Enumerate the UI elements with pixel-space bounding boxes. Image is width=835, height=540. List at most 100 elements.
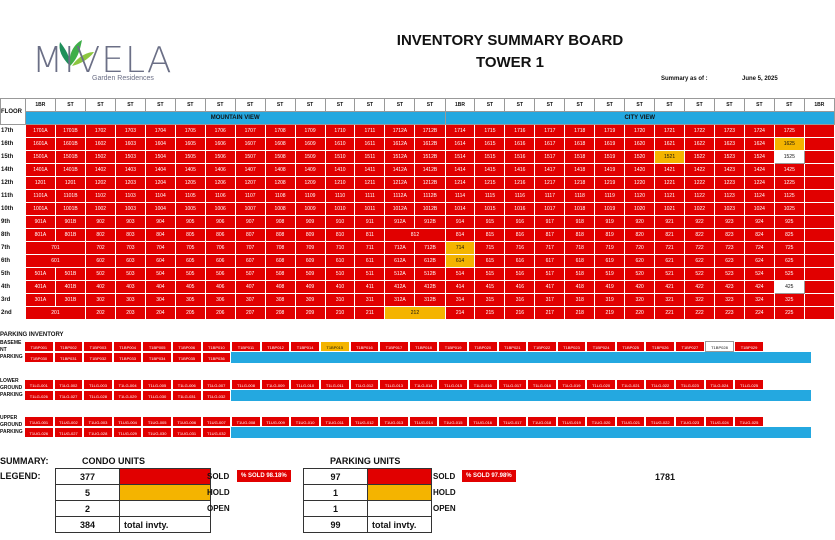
unit-cell[interactable]: 1504 — [144, 150, 176, 164]
unit-cell[interactable]: 1601B — [54, 137, 87, 151]
parking-slot[interactable]: T1UG-022 — [645, 416, 676, 427]
unit-cell[interactable]: 1007 — [234, 202, 266, 216]
unit-cell[interactable]: 1616 — [504, 137, 536, 151]
unit-cell[interactable]: 1119 — [594, 189, 626, 203]
parking-slot[interactable]: T1LG-008 — [231, 379, 261, 390]
unit-cell[interactable]: 907 — [234, 215, 266, 229]
unit-cell[interactable]: 1407 — [234, 163, 266, 177]
parking-slot[interactable]: T1LG-032 — [201, 390, 232, 401]
parking-slot[interactable]: T1BP031 — [53, 352, 84, 363]
unit-cell[interactable]: 825 — [773, 228, 805, 242]
unit-cell[interactable]: 1611 — [354, 137, 386, 151]
parking-slot[interactable]: T1BP029 — [734, 341, 764, 352]
unit-cell[interactable]: 615 — [474, 254, 506, 268]
unit-cell[interactable]: 712B — [414, 241, 446, 255]
unit-cell[interactable]: 201 — [24, 306, 87, 320]
unit-cell[interactable]: 310 — [324, 293, 356, 307]
unit-cell[interactable]: 222 — [684, 306, 715, 320]
unit-cell[interactable]: 603 — [114, 254, 146, 268]
parking-slot[interactable]: T1LG-028 — [83, 390, 113, 401]
unit-cell[interactable]: 1124 — [743, 189, 775, 203]
unit-cell[interactable]: 209 — [294, 306, 326, 320]
unit-cell[interactable]: 1709 — [294, 124, 326, 138]
parking-slot[interactable]: T1UG-025 — [734, 416, 764, 427]
unit-cell[interactable]: 321 — [654, 293, 686, 307]
unit-cell[interactable]: 1419 — [594, 163, 626, 177]
parking-slot[interactable]: T1LG-031 — [171, 390, 202, 401]
parking-slot[interactable]: T1BP024 — [586, 341, 616, 352]
unit-cell[interactable]: 309 — [294, 293, 326, 307]
unit-cell[interactable]: 922 — [684, 215, 715, 229]
unit-cell[interactable]: 1521 — [654, 150, 686, 164]
unit-cell[interactable]: 207 — [234, 306, 266, 320]
parking-slot[interactable]: T1UG-028 — [83, 427, 113, 438]
unit-cell[interactable]: 710 — [324, 241, 356, 255]
unit-cell[interactable]: 605 — [174, 254, 206, 268]
unit-cell[interactable]: 803 — [114, 228, 146, 242]
unit-cell[interactable]: 1025 — [773, 202, 805, 216]
parking-slot[interactable]: T1LG-010 — [290, 379, 320, 390]
unit-cell[interactable]: 1522 — [684, 150, 715, 164]
unit-cell[interactable]: 412A — [384, 280, 416, 294]
unit-cell[interactable]: 509 — [294, 267, 326, 281]
unit-cell[interactable]: 1505 — [174, 150, 206, 164]
parking-slot[interactable]: T1BP023 — [556, 341, 587, 352]
unit-cell[interactable]: 1204 — [144, 176, 176, 190]
unit-cell[interactable]: 422 — [684, 280, 715, 294]
unit-cell[interactable]: 1223 — [713, 176, 745, 190]
unit-cell[interactable]: 812 — [384, 228, 446, 242]
parking-slot[interactable]: T1UG-020 — [586, 416, 616, 427]
unit-cell[interactable]: 1510 — [324, 150, 356, 164]
unit-cell[interactable]: 420 — [624, 280, 656, 294]
unit-cell[interactable]: 815 — [474, 228, 506, 242]
unit-cell[interactable]: 1606 — [204, 137, 236, 151]
unit-cell[interactable]: 1625 — [773, 137, 805, 151]
unit-cell[interactable]: 714 — [444, 241, 476, 255]
unit-cell[interactable]: 418 — [564, 280, 596, 294]
unit-cell[interactable]: 407 — [234, 280, 266, 294]
unit-cell[interactable]: 518 — [564, 267, 596, 281]
unit-cell[interactable]: 419 — [594, 280, 626, 294]
unit-cell[interactable]: 1203 — [114, 176, 146, 190]
unit-cell[interactable]: 1405 — [174, 163, 206, 177]
unit-cell[interactable]: 320 — [624, 293, 656, 307]
parking-slot[interactable]: T1BP028 — [704, 341, 735, 352]
unit-cell[interactable]: 604 — [144, 254, 176, 268]
unit-cell[interactable]: 1106 — [204, 189, 236, 203]
parking-slot[interactable]: T1BP005 — [142, 341, 172, 352]
unit-cell[interactable]: 515 — [474, 267, 506, 281]
unit-cell[interactable]: 1004 — [144, 202, 176, 216]
unit-cell[interactable]: 1701A — [24, 124, 56, 138]
parking-slot[interactable]: T1LG-002 — [53, 379, 84, 390]
unit-cell[interactable]: 1624 — [743, 137, 775, 151]
unit-cell[interactable]: 521 — [654, 267, 686, 281]
unit-cell[interactable]: 923 — [713, 215, 745, 229]
parking-slot[interactable]: T1UG-021 — [615, 416, 646, 427]
unit-cell[interactable]: 821 — [654, 228, 686, 242]
unit-cell[interactable]: 1706 — [204, 124, 236, 138]
unit-cell[interactable]: 925 — [773, 215, 805, 229]
unit-cell[interactable]: 516 — [504, 267, 536, 281]
unit-cell[interactable]: 1024 — [743, 202, 775, 216]
unit-cell[interactable]: 1415 — [474, 163, 506, 177]
unit-cell[interactable]: 305 — [174, 293, 206, 307]
unit-cell[interactable]: 1216 — [504, 176, 536, 190]
unit-cell[interactable]: 614 — [444, 254, 476, 268]
unit-cell[interactable]: 202 — [85, 306, 116, 320]
parking-slot[interactable]: T1LG-001 — [24, 379, 54, 390]
unit-cell[interactable]: 1401B — [54, 163, 87, 177]
unit-cell[interactable]: 1001B — [54, 202, 87, 216]
unit-cell[interactable]: 1023 — [713, 202, 745, 216]
unit-cell[interactable]: 1118 — [564, 189, 596, 203]
unit-cell[interactable]: 323 — [713, 293, 745, 307]
unit-cell[interactable]: 808 — [264, 228, 296, 242]
unit-cell[interactable]: 1002 — [85, 202, 116, 216]
unit-cell[interactable]: 1020 — [624, 202, 656, 216]
unit-cell[interactable]: 709 — [294, 241, 326, 255]
unit-cell[interactable]: 921 — [654, 215, 686, 229]
unit-cell[interactable]: 406 — [204, 280, 236, 294]
unit-cell[interactable]: 625 — [773, 254, 805, 268]
unit-cell[interactable]: 210 — [324, 306, 356, 320]
unit-cell[interactable]: 1707 — [234, 124, 266, 138]
unit-cell[interactable]: 610 — [324, 254, 356, 268]
